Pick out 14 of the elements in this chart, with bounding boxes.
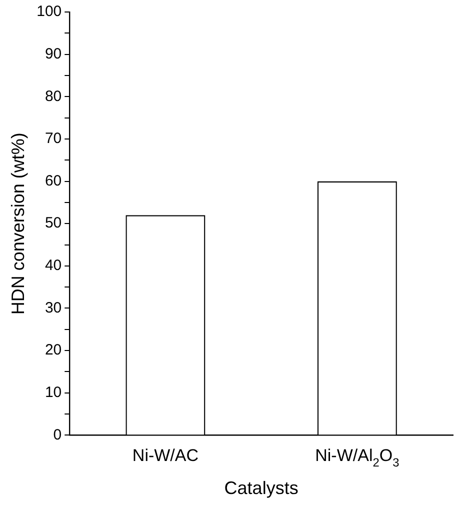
y-tick-label: 100 <box>36 3 62 20</box>
y-tick-label: 60 <box>44 172 62 190</box>
y-tick-label: 10 <box>44 384 62 402</box>
y-tick-label: 50 <box>44 214 62 232</box>
y-tick-label: 40 <box>44 257 62 274</box>
y-tick-label: 80 <box>44 88 62 105</box>
y-tick-label: 0 <box>53 426 62 444</box>
x-axis-title: Catalysts <box>224 478 298 498</box>
x-tick-label: Ni-W/AC <box>132 446 199 466</box>
y-tick-label: 70 <box>44 130 62 148</box>
y-tick-label: 90 <box>44 45 62 62</box>
y-axis-title: HDN conversion (wt%) <box>8 132 28 315</box>
y-tick-label: 30 <box>44 299 62 316</box>
y-tick-label: 20 <box>44 342 62 359</box>
